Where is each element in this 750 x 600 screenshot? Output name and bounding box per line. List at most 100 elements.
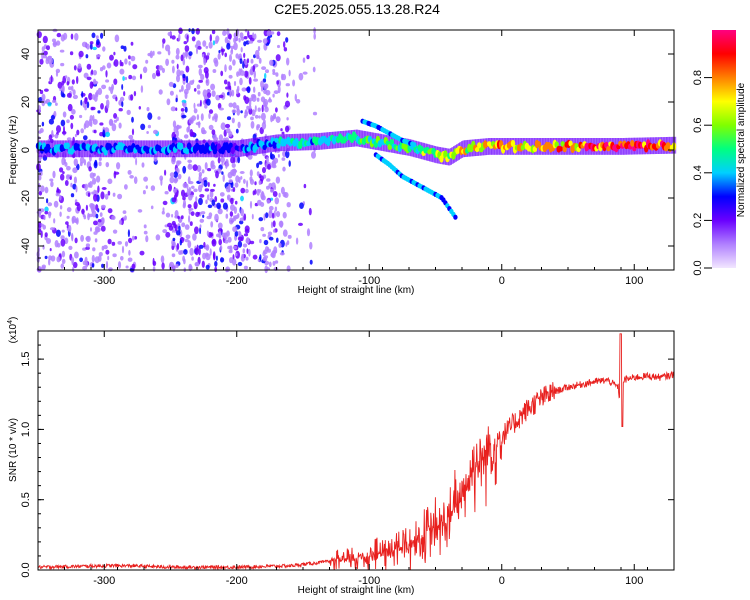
x-tick-label: -300 — [93, 275, 115, 287]
noise-cell — [298, 222, 303, 226]
noise-cell — [285, 37, 289, 43]
trace-cell — [178, 142, 184, 151]
noise-cell — [85, 236, 90, 241]
noise-cell — [206, 92, 212, 98]
noise-cell — [38, 210, 41, 218]
noise-cell — [203, 241, 206, 248]
noise-cell — [127, 229, 130, 238]
noise-cell — [79, 156, 85, 164]
noise-cell — [264, 265, 269, 274]
x-tick-label: -300 — [93, 575, 115, 587]
trace-cell — [510, 139, 516, 147]
noise-cell — [182, 102, 185, 107]
noise-cell — [182, 202, 186, 209]
snr-plot-area — [38, 331, 674, 570]
noise-cell — [95, 35, 99, 40]
noise-cell — [72, 167, 78, 174]
colorbar-tick-label: 0.0 — [692, 260, 704, 275]
noise-cell — [231, 218, 236, 222]
noise-cell — [55, 192, 60, 197]
noise-cell — [80, 128, 84, 134]
noise-cell — [257, 107, 261, 112]
noise-cell — [253, 86, 256, 93]
noise-cell — [185, 75, 189, 84]
noise-cell — [238, 37, 241, 43]
noise-cell — [99, 122, 104, 126]
noise-cell — [81, 41, 88, 48]
noise-cell — [212, 40, 215, 46]
noise-cell — [115, 96, 118, 102]
noise-cell — [118, 219, 122, 225]
noise-cell — [64, 162, 68, 167]
noise-cell — [72, 261, 78, 269]
noise-cell — [59, 167, 64, 173]
noise-cell — [70, 193, 75, 198]
noise-cell — [157, 116, 161, 120]
noise-cell — [93, 194, 98, 202]
noise-cell — [80, 99, 83, 106]
noise-cell — [96, 175, 101, 183]
noise-cell — [285, 125, 290, 133]
noise-cell — [191, 28, 195, 35]
noise-cell — [286, 92, 289, 98]
noise-cell — [128, 134, 134, 140]
noise-cell — [152, 260, 157, 266]
noise-cell — [73, 176, 77, 184]
noise-cell — [177, 215, 180, 220]
snr-scale-label: (x104) — [7, 317, 19, 344]
trace-cell — [274, 137, 279, 143]
noise-cell — [107, 190, 111, 196]
noise-cell — [137, 209, 143, 213]
noise-cell — [225, 128, 231, 134]
y-tick-label: -20 — [20, 190, 32, 206]
noise-cell — [178, 27, 183, 35]
noise-cell — [44, 88, 49, 92]
noise-cell — [70, 85, 74, 92]
noise-cell — [236, 71, 240, 77]
noise-cell — [105, 79, 110, 83]
noise-cell — [292, 79, 296, 87]
noise-cell — [209, 248, 212, 256]
noise-cell — [140, 85, 144, 93]
noise-cell — [275, 72, 279, 77]
branch-cell — [453, 214, 458, 220]
trace-cell — [568, 140, 573, 147]
noise-cell — [68, 245, 73, 250]
noise-cell — [43, 50, 48, 56]
noise-cell — [132, 64, 138, 70]
noise-cell — [40, 208, 45, 213]
noise-cell — [84, 97, 88, 105]
noise-cell — [104, 193, 109, 200]
noise-cell — [72, 94, 78, 100]
noise-cell — [267, 246, 269, 251]
noise-cell — [179, 89, 182, 93]
noise-cell — [111, 123, 117, 132]
noise-cell — [241, 87, 247, 92]
noise-cell — [158, 89, 163, 95]
noise-cell — [66, 207, 72, 213]
noise-cell — [37, 228, 42, 234]
noise-cell — [128, 237, 133, 244]
noise-cell — [231, 109, 237, 114]
noise-cell — [86, 101, 90, 109]
noise-cell — [128, 74, 133, 80]
noise-cell — [266, 30, 272, 36]
noise-cell — [286, 202, 291, 208]
noise-cell — [199, 218, 205, 223]
noise-cell — [54, 240, 59, 248]
noise-cell — [285, 83, 290, 87]
noise-cell — [214, 196, 218, 203]
noise-cell — [203, 58, 207, 66]
noise-cell — [233, 156, 236, 164]
noise-cell — [42, 35, 48, 44]
noise-cell — [116, 162, 121, 170]
noise-cell — [199, 99, 202, 107]
noise-cell — [84, 256, 88, 264]
noise-cell — [91, 254, 95, 263]
noise-cell — [288, 160, 291, 167]
noise-cell — [53, 200, 59, 208]
noise-cell — [182, 73, 186, 79]
noise-cell — [195, 28, 200, 35]
noise-cell — [282, 191, 287, 198]
noise-cell — [92, 46, 97, 51]
